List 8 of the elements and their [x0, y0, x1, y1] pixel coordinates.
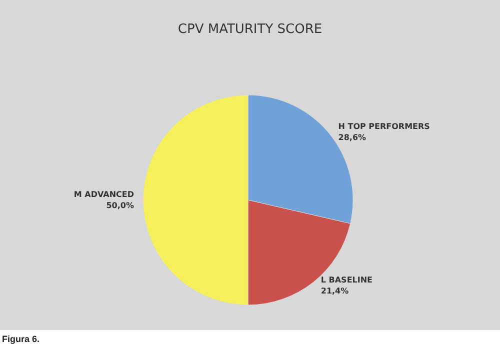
- text: Figura 6.: [1, 333, 41, 346]
- data-label: 50,0%: [106, 201, 134, 210]
- slice-label: M ADVANCED: [74, 190, 134, 199]
- slice-label: H TOP PERFORMERS: [338, 122, 430, 132]
- slice-label: L BASELINE: [320, 275, 373, 284]
- data-label: 28,6%: [338, 133, 366, 142]
- data-label: 21,4%: [320, 286, 349, 296]
- chart-title: CPV MATURITY SCORE: [178, 22, 322, 37]
